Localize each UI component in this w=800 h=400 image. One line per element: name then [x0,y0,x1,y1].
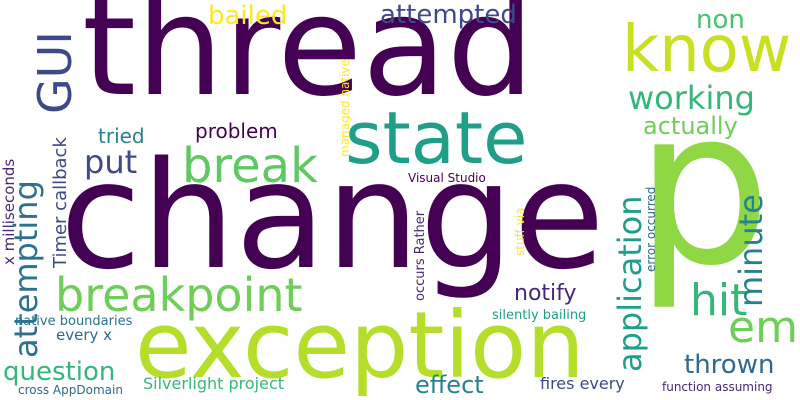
word-breakpoint: breakpoint [55,268,303,322]
word-notify: notify [514,281,577,306]
word-attempting: attempting [7,180,45,358]
word-cross-appdomain: cross AppDomain [18,383,123,397]
word-tried: tried [98,124,145,148]
word-thread: thread [82,0,535,127]
word-state: state [345,96,528,180]
word-every-x: every x [56,326,113,344]
word-silently-bailing: silently bailing [492,308,587,323]
word-error-occurred: error occurred [644,186,658,272]
word-put: put [84,143,138,181]
word-working: working [628,79,755,117]
word-occurs-rather: occurs Rather [413,210,428,301]
word-know: know [622,13,792,87]
word-change: change [60,130,605,302]
word-gui: GUI [28,31,82,114]
word-native-boundaries: native boundaries [15,314,133,329]
word-stuff-via: stuff via [513,207,527,256]
word-visual-studio: Visual Studio [408,171,486,185]
word-p: p [635,62,772,313]
word-exception: exception [135,292,585,399]
word-effect: effect [415,371,484,399]
word-application: application [611,195,649,372]
word-actually: actually [643,112,738,140]
word-thrown: thrown [684,350,775,380]
word-fires-every: fires every [540,374,625,393]
word-function-assuming: function assuming [662,380,773,394]
word-timer-callback: Timer callback [50,137,71,268]
word-attempted: attempted [380,0,517,30]
word-hit: hit [690,275,748,326]
word-minute: minute [732,194,770,307]
word-bailed: bailed [208,1,288,31]
word-question: question [3,357,116,387]
word-managed-native: managed native [338,59,352,157]
word-non: non [696,5,745,35]
word-break: break [182,138,318,194]
word-em: em [728,302,798,353]
word-problem: problem [195,119,278,143]
word-silverlight-project: Silverlight project [143,374,285,393]
